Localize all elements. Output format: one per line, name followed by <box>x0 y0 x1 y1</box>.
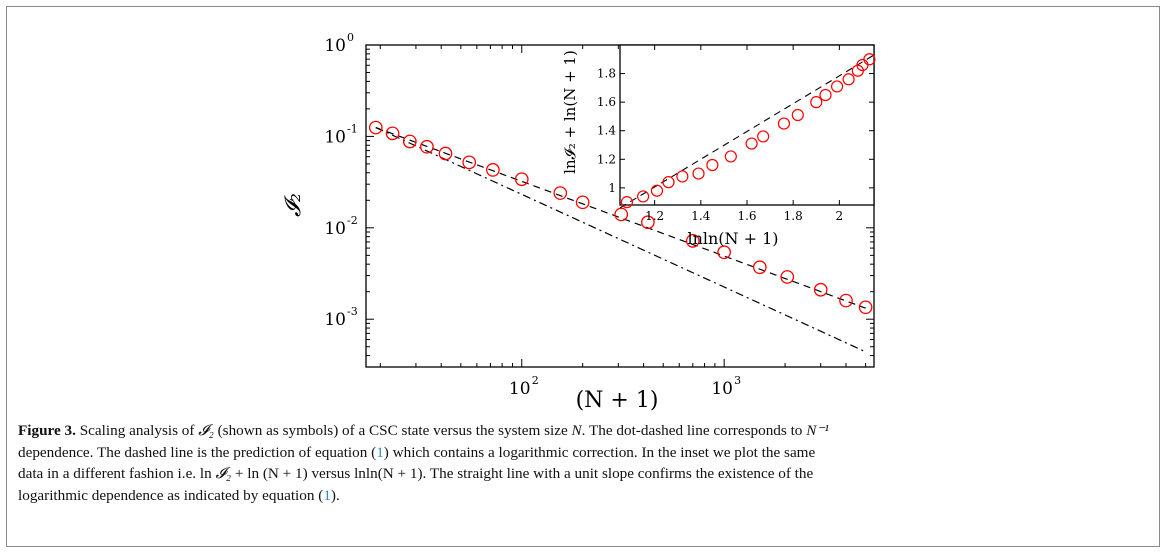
inset-axes-box <box>619 44 875 206</box>
figure-svg: 10 2 10 310 010 -110 -210 -3 (N + 1) 𝓘₂ 1.2 1.4 1… <box>281 31 876 413</box>
y-tick-label-exponent: -3 <box>347 305 358 318</box>
caption-text-2b: ) which contains a logarithmic correctio… <box>383 443 816 461</box>
inset-data-point <box>819 88 832 102</box>
caption-n: N <box>571 422 582 439</box>
inset-data-point <box>620 196 634 209</box>
data-point <box>514 172 529 187</box>
caption-text-1b: (shown as symbols) of a CSC state versus… <box>213 422 572 439</box>
y-tick-label: 10 <box>324 127 346 147</box>
data-point <box>614 207 629 222</box>
main-x-axis-label: (N + 1) <box>576 388 659 413</box>
inset-y-tick-label: 1.6 <box>597 95 616 109</box>
figure-frame <box>6 6 1160 547</box>
inset-dashed-line <box>619 54 875 209</box>
inset-data-point <box>692 167 705 180</box>
data-point <box>553 186 568 200</box>
inset-y-tick-label: 1.4 <box>597 124 616 138</box>
data-point <box>420 139 434 154</box>
inset-points <box>620 53 876 209</box>
inset-data-point <box>757 130 770 143</box>
data-point <box>752 260 767 275</box>
data-point <box>685 233 700 248</box>
inset-data-point <box>662 176 675 189</box>
caption-text-3b: + ln (N + 1) versus lnln(N + 1). The str… <box>231 465 814 482</box>
data-point <box>438 146 453 161</box>
inset-data-point <box>636 190 650 203</box>
data-point <box>385 126 400 141</box>
main-y-axis-label: 𝓘₂ <box>281 193 306 217</box>
inset-y-tick-label: 1.2 <box>597 152 616 166</box>
caption-i2: 𝓘₂ <box>198 422 214 439</box>
inset-data-point <box>650 184 664 197</box>
data-point <box>717 245 732 260</box>
inset-x-tick-label: 1.2 <box>645 209 664 223</box>
main-points <box>368 120 873 315</box>
y-tick-label: 10 <box>324 219 346 239</box>
data-point <box>858 300 873 315</box>
inset-data-point <box>863 53 876 66</box>
caption-text-2a: dependence. The dashed line is the predi… <box>18 443 377 461</box>
inset-x-tick-label: 1.4 <box>691 209 710 223</box>
inset-lines <box>619 54 875 209</box>
data-point <box>641 215 655 230</box>
x-tick-label: 10 <box>509 379 531 399</box>
data-point <box>403 134 417 149</box>
x-tick-label: 10 <box>711 379 733 399</box>
y-tick-label-exponent: 0 <box>347 31 354 44</box>
figure-caption: Figure 3. Scaling analysis of 𝓘₂ (shown … <box>18 420 1148 506</box>
inset-x-axis-label: lnln(N + 1) <box>687 229 778 248</box>
y-tick-label: 10 <box>324 310 346 330</box>
data-point <box>368 120 383 135</box>
inset-x-tick-label: 1.8 <box>784 209 803 223</box>
data-point <box>462 155 477 170</box>
inset-x-tick-label: 1.6 <box>737 209 756 223</box>
y-tick-label-exponent: -2 <box>347 214 358 227</box>
inset-data-point <box>777 117 791 130</box>
inset-data-point <box>706 158 719 172</box>
x-tick-label-exponent: 2 <box>532 374 539 387</box>
inset-data-point <box>745 137 758 150</box>
caption-equation-ref-1[interactable]: 1 <box>376 443 384 461</box>
data-point <box>486 163 500 177</box>
y-tick-label-exponent: -1 <box>347 122 358 135</box>
dashed-line <box>375 126 866 309</box>
x-tick-label-exponent: 3 <box>734 374 741 387</box>
inset-data-point <box>842 73 855 86</box>
caption-equation-ref-2[interactable]: 1 <box>323 486 331 504</box>
caption-text-4a: logarithmic dependence as indicated by e… <box>18 486 324 504</box>
inset-x-tick-label: 2 <box>836 209 844 223</box>
caption-text-3a: data in a different fashion i.e. ln <box>18 465 216 482</box>
data-point <box>575 195 590 210</box>
inset-y-tick-label: 1 <box>608 181 616 195</box>
caption-text-1a: Scaling analysis of <box>75 422 199 439</box>
inset-data-point <box>724 150 737 163</box>
caption-text-4b: ). <box>330 486 340 504</box>
data-point <box>839 293 853 308</box>
data-point <box>780 270 795 284</box>
inset-data-point <box>830 80 844 93</box>
main-tick-labels: 10 2 10 310 010 -110 -210 -3 <box>324 31 741 399</box>
caption-text-1c: . The dot-dashed line corresponds to <box>581 422 807 439</box>
data-point <box>813 282 828 297</box>
y-tick-label: 10 <box>324 36 346 56</box>
main-lines <box>375 126 866 353</box>
inset-tick-labels: 1.2 1.4 1.6 1.8 2 1 1.2 1.4 1.6 1.8 <box>597 67 843 223</box>
inset-data-point <box>810 96 823 109</box>
inset-data-point <box>791 108 804 122</box>
inset-data-point <box>676 170 689 183</box>
inset-y-tick-label: 1.8 <box>597 67 616 81</box>
caption-n-inverse: N⁻¹ <box>806 422 829 439</box>
caption-i2-b: 𝓘₂ <box>215 465 232 482</box>
caption-label: Figure 3. <box>18 422 76 439</box>
inset-ticks <box>620 45 874 205</box>
inset-y-axis-label: ln𝓘₂ + ln(N + 1) <box>561 50 579 174</box>
